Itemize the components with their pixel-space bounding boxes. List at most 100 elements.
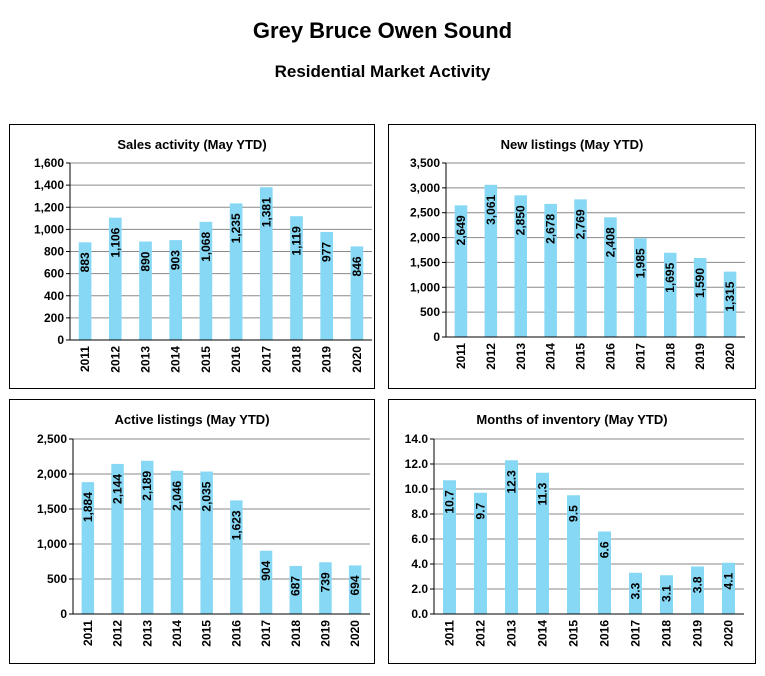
bar xyxy=(628,572,643,614)
x-tick-label: 2018 xyxy=(663,343,677,370)
x-tick-label: 2016 xyxy=(229,346,243,373)
data-label: 10.7 xyxy=(443,490,457,514)
y-tick-label: 400 xyxy=(44,289,64,303)
data-label: 2,189 xyxy=(140,470,154,500)
data-label: 2,850 xyxy=(514,205,528,235)
data-label: 1,235 xyxy=(229,213,243,243)
x-tick-label: 2016 xyxy=(229,620,243,647)
x-tick-label: 2020 xyxy=(350,346,364,373)
x-tick-label: 2015 xyxy=(199,346,213,373)
x-tick-label: 2019 xyxy=(691,620,705,647)
x-tick-label: 2011 xyxy=(78,346,92,372)
y-tick-label: 2,000 xyxy=(37,467,67,481)
bar xyxy=(319,562,332,614)
y-tick-label: 8.0 xyxy=(411,507,428,521)
y-tick-label: 1,000 xyxy=(34,222,64,236)
data-label: 11.3 xyxy=(536,482,550,505)
x-tick-label: 2012 xyxy=(474,620,488,647)
bar xyxy=(535,472,550,614)
bar xyxy=(141,460,154,614)
bar xyxy=(566,495,581,614)
bar xyxy=(78,242,92,340)
data-label: 9.7 xyxy=(474,502,488,519)
y-tick-label: 3,000 xyxy=(410,181,440,195)
y-tick-label: 2,000 xyxy=(410,231,440,245)
bar xyxy=(169,240,183,340)
bar xyxy=(693,257,707,337)
data-label: 1,884 xyxy=(81,492,95,522)
x-tick-label: 2014 xyxy=(169,346,183,373)
data-label: 977 xyxy=(320,242,334,262)
x-tick-label: 2015 xyxy=(567,620,581,647)
bar xyxy=(723,271,737,337)
chart-months-of-inventory: Months of inventory (May YTD) 0.0 2.0 4.0 6.… xyxy=(405,412,744,647)
chart-panel-active-listings: Active listings (May YTD) 0 500 1,000 1,500 2… xyxy=(9,399,375,664)
x-tick-label: 2013 xyxy=(505,620,519,647)
x-tick-label: 2016 xyxy=(603,343,617,370)
bar xyxy=(111,463,124,614)
x-tick-label: 2018 xyxy=(290,346,304,373)
data-label: 1,623 xyxy=(229,510,243,540)
chart-new-listings: New listings (May YTD) 0 500 1,000 1,500 2,00… xyxy=(410,137,745,370)
bar xyxy=(139,241,152,340)
x-tick-label: 2019 xyxy=(318,620,332,647)
data-label: 9.5 xyxy=(567,505,581,522)
data-label: 1,381 xyxy=(259,197,273,227)
chart-panel-sales-activity: Sales activity (May YTD) 0 200 400 600 800 1,0… xyxy=(9,124,375,389)
data-label: 903 xyxy=(169,250,183,270)
x-tick-label: 2013 xyxy=(139,346,153,373)
data-label: 846 xyxy=(350,256,364,276)
y-tick-label: 500 xyxy=(47,572,67,586)
x-tick-label: 2011 xyxy=(454,343,468,369)
bar xyxy=(442,480,457,614)
data-label: 4.1 xyxy=(722,572,736,589)
y-tick-label: 2,500 xyxy=(410,206,440,220)
data-label: 739 xyxy=(318,572,332,592)
bar xyxy=(290,216,303,340)
data-label: 1,985 xyxy=(633,248,647,278)
data-label: 687 xyxy=(289,576,303,596)
x-tick-label: 2017 xyxy=(259,346,273,373)
y-tick-label: 0 xyxy=(60,607,67,621)
bar xyxy=(454,205,468,337)
bar xyxy=(721,562,736,614)
x-tick-label: 2018 xyxy=(660,620,674,647)
y-tick-label: 10.0 xyxy=(405,482,429,496)
x-tick-label: 2017 xyxy=(633,343,647,370)
data-label: 3,061 xyxy=(484,195,498,225)
bar xyxy=(259,550,273,614)
y-tick-label: 0 xyxy=(57,333,64,347)
page-subtitle: Residential Market Activity xyxy=(274,62,491,81)
bar xyxy=(473,492,488,614)
x-tick-label: 2012 xyxy=(108,346,122,373)
x-tick-label: 2012 xyxy=(484,343,498,370)
chart-title: Months of inventory (May YTD) xyxy=(476,412,667,427)
x-tick-label: 2011 xyxy=(443,620,457,646)
x-tick-label: 2019 xyxy=(320,346,334,373)
bar xyxy=(544,203,557,337)
data-label: 904 xyxy=(259,560,273,580)
data-label: 3.1 xyxy=(660,585,674,602)
x-tick-label: 2017 xyxy=(629,620,643,647)
y-tick-label: 12.0 xyxy=(405,457,429,471)
bar xyxy=(289,565,302,614)
data-label: 3.3 xyxy=(629,582,643,599)
chart-title: Active listings (May YTD) xyxy=(114,412,269,427)
y-tick-label: 1,600 xyxy=(34,156,64,170)
x-tick-label: 2015 xyxy=(200,620,214,647)
bar xyxy=(690,566,705,614)
bar xyxy=(504,460,519,614)
chart-title: New listings (May YTD) xyxy=(501,137,644,152)
chart-panel-months-of-inventory: Months of inventory (May YTD) 0.0 2.0 4.0 6.… xyxy=(388,399,756,664)
bar xyxy=(484,184,498,337)
x-tick-label: 2015 xyxy=(574,343,588,370)
data-label: 2,678 xyxy=(544,214,558,244)
bar xyxy=(634,238,647,337)
data-label: 694 xyxy=(348,575,362,595)
y-tick-label: 1,500 xyxy=(410,255,440,269)
bar xyxy=(200,471,213,614)
y-tick-label: 2.0 xyxy=(411,582,428,596)
x-tick-label: 2020 xyxy=(348,620,362,647)
y-tick-label: 0 xyxy=(433,330,440,344)
data-label: 3.8 xyxy=(691,576,705,593)
